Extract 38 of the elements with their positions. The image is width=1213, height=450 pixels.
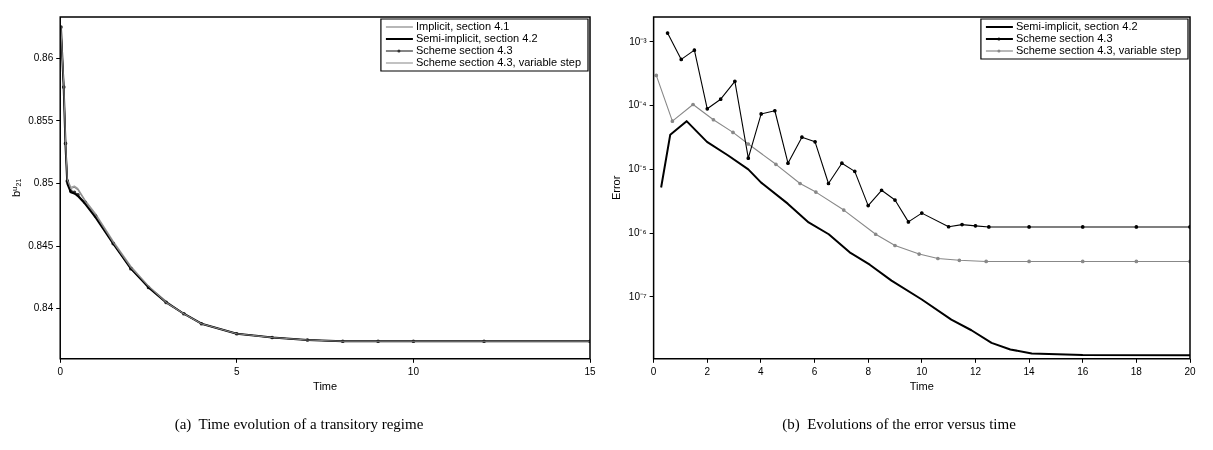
- legend-label: Implicit, section 4.1: [415, 20, 510, 33]
- y-tick-label: 10⁻⁵: [628, 163, 647, 175]
- y-tick-label: 10⁻³: [629, 35, 648, 47]
- y-tick-label: 0.845: [28, 239, 54, 251]
- x-tick-label: 18: [1130, 365, 1143, 377]
- y-axis-title: Error: [609, 175, 622, 201]
- legend-label: Scheme section 4.3: [415, 44, 513, 57]
- y-axis-title: bᵘ₂₁: [9, 178, 22, 198]
- legend-label: Semi-implicit, section 4.2: [415, 32, 538, 45]
- x-tick-label: 0: [57, 365, 64, 377]
- x-axis-title: Time: [909, 380, 934, 393]
- legend-label: Semi-implicit, section 4.2: [1015, 20, 1138, 33]
- y-tick-label: 10⁻⁶: [628, 226, 647, 238]
- x-tick-label: 8: [865, 365, 872, 377]
- x-tick-label: 12: [969, 365, 982, 377]
- y-tick-label: 10⁻⁴: [628, 99, 647, 111]
- x-tick-label: 2: [704, 365, 711, 377]
- x-axis-title: Time: [313, 380, 338, 393]
- text: (a) Time evolution of a transitory regime: [174, 415, 424, 433]
- x-tick-label: 10: [916, 365, 928, 377]
- y-tick-label: 0.84: [33, 302, 54, 314]
- x-tick-label: 15: [584, 365, 596, 377]
- y-tick-label: 0.855: [28, 114, 54, 126]
- x-tick-label: 6: [811, 365, 818, 377]
- legend-label: Scheme section 4.3, variable step: [415, 56, 581, 69]
- y-tick-label: 0.85: [33, 177, 54, 189]
- x-tick-label: 4: [758, 365, 765, 377]
- x-tick-label: 20: [1184, 365, 1196, 377]
- x-tick-label: 5: [234, 365, 241, 377]
- legend-label: Scheme section 4.3: [1015, 32, 1113, 45]
- y-tick-label: 0.86: [33, 52, 54, 64]
- y-tick-label: 10⁻⁷: [628, 290, 647, 302]
- x-tick-label: 10: [407, 365, 420, 377]
- text: (b) Evolutions of the error versus time: [782, 415, 1017, 433]
- x-tick-label: 0: [650, 365, 657, 377]
- x-tick-label: 16: [1077, 365, 1089, 377]
- legend-label: Scheme section 4.3, variable step: [1015, 44, 1181, 57]
- x-tick-label: 14: [1023, 365, 1036, 377]
